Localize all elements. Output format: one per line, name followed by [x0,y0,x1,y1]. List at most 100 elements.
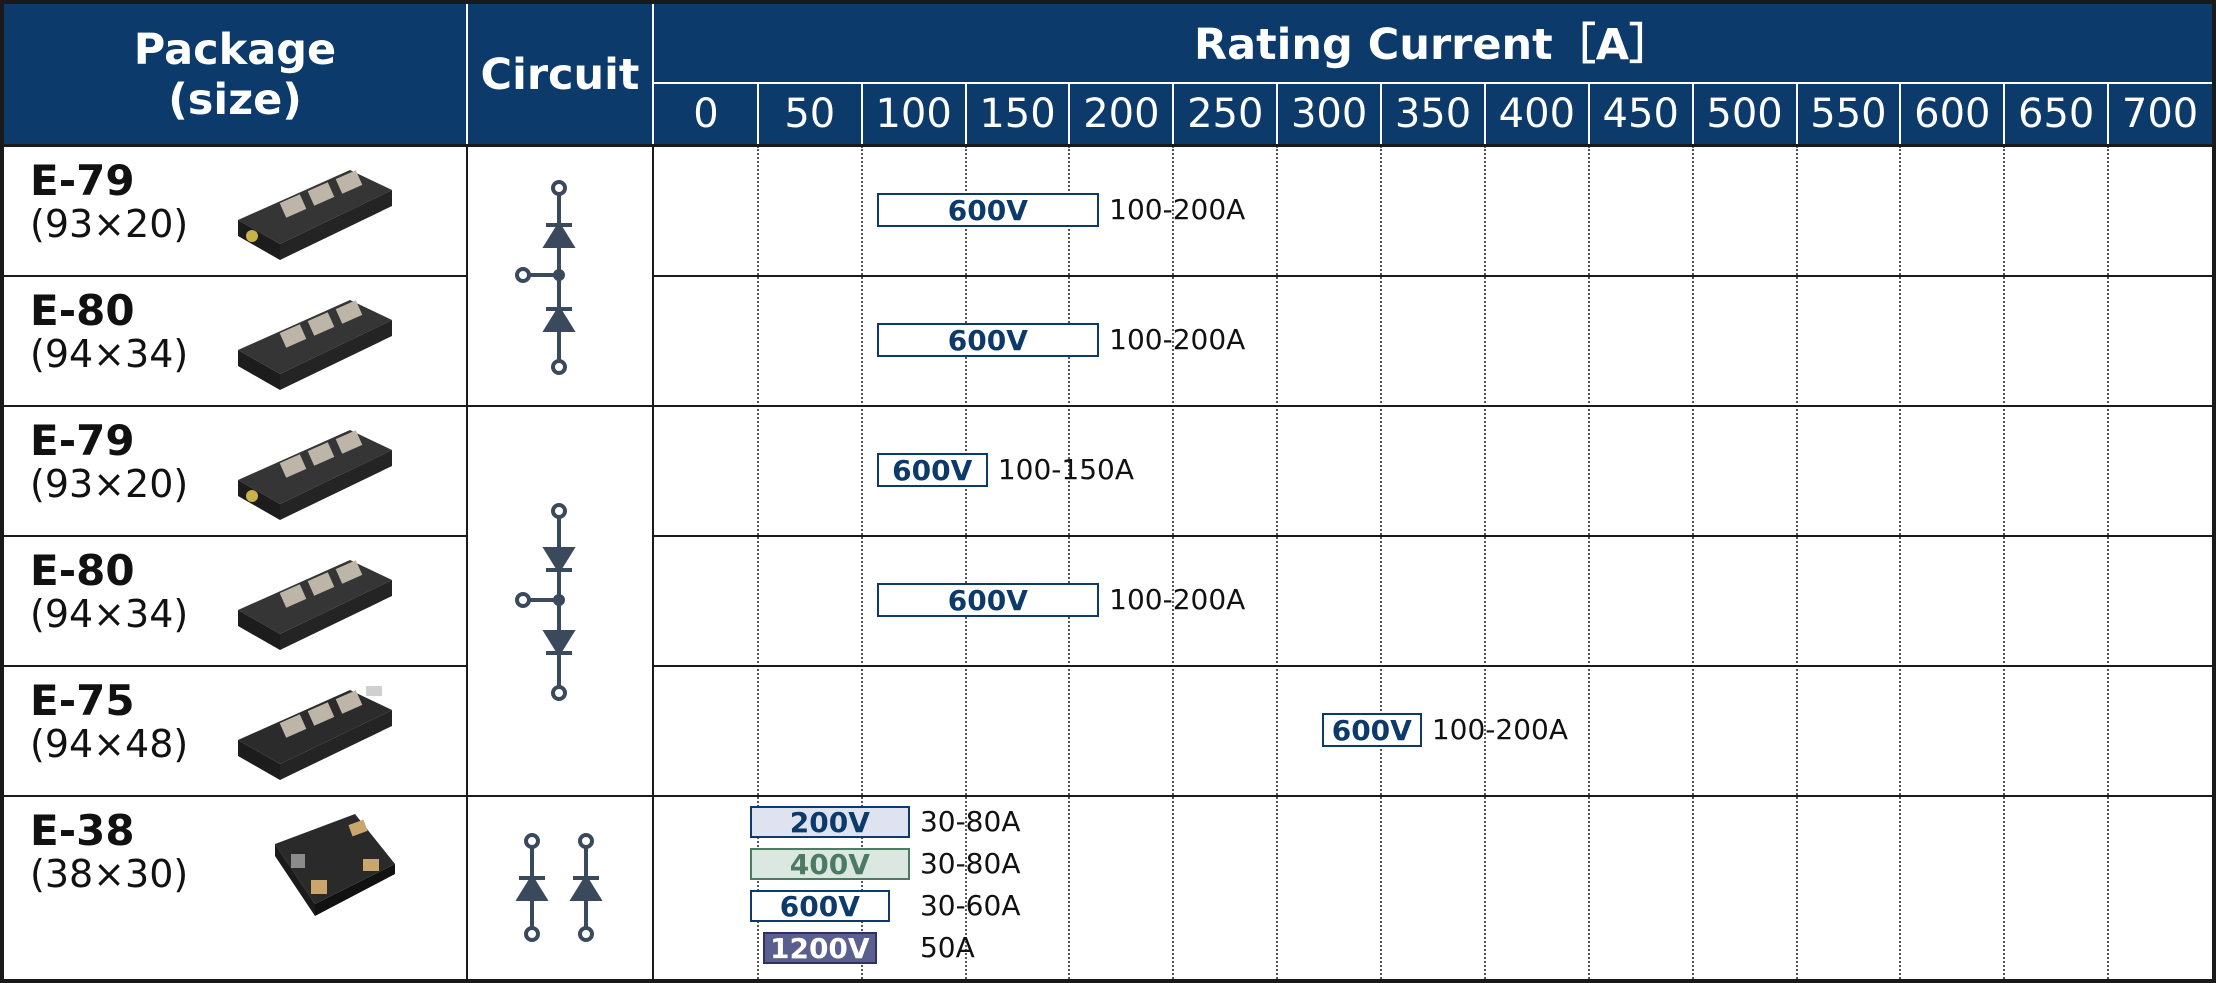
header-tick-separator [1380,84,1383,144]
package-name: E-80 [30,546,135,595]
range-label: 100-150A [997,453,1134,486]
row-line-package [0,405,466,407]
header-tick-separator [1068,84,1071,144]
dual-single-diode-icon [515,833,603,942]
tick-label: 50 [784,91,836,137]
package-size: (38×30) [30,852,189,896]
header-tick-separator [1276,84,1279,144]
row-line-package [0,535,466,537]
circuit-column [515,180,603,942]
package-size: (94×34) [30,332,189,376]
voltage-bar: 600V [1321,713,1422,747]
grid-dotted-line [1380,146,1383,979]
module-photo-icon [238,430,392,520]
header-column-separator [652,4,654,145]
rating-current-title: Rating Current［A］ [1194,20,1672,70]
tick-label: 0 [693,91,719,137]
module-photo-icon [238,170,392,260]
package-name: E-38 [30,806,135,855]
header-tick-divider [654,82,2212,84]
header-circuit: Circuit [468,4,652,145]
row-line-package [0,665,466,667]
tick-label: 450 [1602,91,1679,137]
row-line-circuit [466,405,654,407]
header-tick-separator [964,84,967,144]
frame-left [0,0,4,983]
row-line-circuit [466,795,654,797]
range-label: 30-80A [919,847,1021,880]
header-column-separator [466,4,468,145]
grid-dotted-line [1276,146,1279,979]
header-tick-separator [1483,84,1486,144]
package-name: E-79 [30,156,135,205]
grid-dotted-line [964,146,967,979]
tick-label: 200 [1083,91,1160,137]
grid-dotted-line [1587,146,1590,979]
tick-label: 250 [1187,91,1264,137]
grid-dotted-line [1899,146,1902,979]
package-size: (93×20) [30,462,189,506]
tick-label: 700 [2121,91,2199,137]
circuit-column-title: Circuit [480,49,640,100]
voltage-bar: 600V [876,453,988,487]
package-name: E-79 [30,416,135,465]
range-label: 50A [919,931,975,964]
package-size: (93×20) [30,202,189,246]
voltage-bar: 600V [876,323,1100,357]
package-size: (94×34) [30,592,189,636]
row-line-rating [654,275,2212,277]
frame-right [2212,0,2216,983]
grid-dotted-line [756,146,759,979]
package-name: E-75 [30,676,135,725]
grid-dotted-line [860,146,863,979]
range-label: 30-60A [919,889,1021,922]
header-bottom-line [0,144,2216,147]
header-tick-separator [1691,84,1694,144]
package-size: (94×48) [30,722,189,766]
tick-label: 650 [2018,91,2095,137]
tick-label: 500 [1706,91,1783,137]
frame-bottom [0,979,2216,983]
series-diode-pair-icon [515,180,576,375]
row-line-package [0,795,466,797]
range-label: 100-200A [1109,323,1246,356]
tick-label: 550 [1810,91,1887,137]
module-photo-icon [238,686,392,780]
header-tick-separator [1587,84,1590,144]
range-label: 100-200A [1431,713,1569,746]
tick-label: 150 [979,91,1056,137]
tick-label: 600 [1914,91,1991,137]
header-tick-separator [860,84,863,144]
row-line-rating [654,665,2212,667]
package-column-title: Package (size) [133,24,337,125]
range-label: 30-80A [919,805,1021,838]
header-tick-separator [1795,84,1798,144]
grid-dotted-line [2107,146,2110,979]
tick-label: 400 [1498,91,1576,137]
voltage-bar: 200V [749,806,910,839]
header-package: Package (size) [4,4,466,145]
module-photo-icon [238,300,392,390]
common-diode-pair-icon [515,503,576,701]
grid-dotted-line [1172,146,1175,979]
grid-dotted-line [1691,146,1694,979]
module-photo-icon [275,814,395,916]
module-photo-icon [238,560,392,650]
grid-dotted-line [2003,146,2006,979]
package-circuit-divider [466,146,468,979]
voltage-bar: 600V [876,583,1100,617]
voltage-bar: 600V [749,890,890,923]
grid-dotted-line [1795,146,1798,979]
grid-dotted-line [1483,146,1486,979]
row-line-rating [654,405,2212,407]
tick-label: 350 [1394,91,1472,137]
header-tick-separator [1899,84,1902,144]
voltage-bar: 400V [749,848,910,881]
header-rating: Rating Current［A］ [654,4,2212,145]
header-tick-separator [2107,84,2110,144]
row-line-package [0,275,466,277]
range-label: 100-200A [1109,583,1246,616]
package-name: E-80 [30,286,135,335]
row-line-rating [654,795,2212,797]
